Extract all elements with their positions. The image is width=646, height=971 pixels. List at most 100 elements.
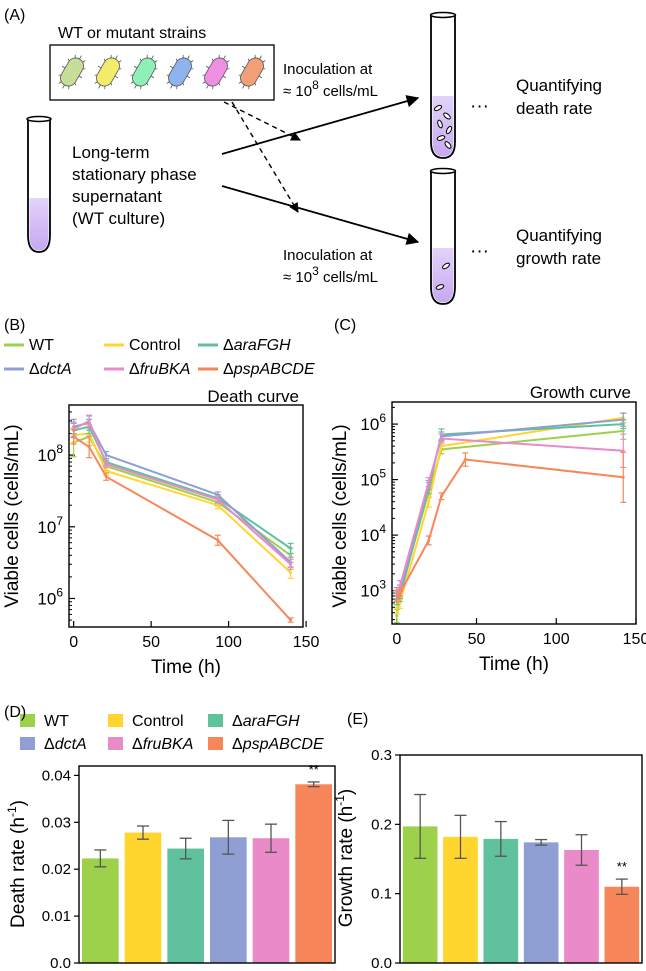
series-delta-frubka: [393, 433, 627, 603]
data-point: [439, 444, 443, 448]
y-tick-label: 0.04: [42, 767, 71, 784]
data-point: [104, 469, 108, 473]
svg-text:Inoculation at: Inoculation at: [283, 247, 373, 264]
y-axis-label: Death rate (h-1): [5, 800, 29, 928]
series-wt: [393, 422, 627, 624]
significance-marker: **: [309, 762, 319, 777]
y-axis-label: Viable cells (cells/mL): [330, 424, 351, 607]
svg-text:Long-term: Long-term: [72, 143, 149, 162]
data-point: [87, 445, 91, 449]
data-point: [398, 584, 402, 588]
data-point: [104, 475, 108, 479]
data-point: [427, 480, 431, 484]
supernatant-text: Long-term stationary phase supernatant (…: [72, 143, 197, 228]
data-point: [395, 594, 399, 598]
chart--c-: (C) 103 104 105 106 0 50 100 150 Growth curve Time…: [330, 317, 646, 675]
x-axis-label: Time (h): [151, 657, 221, 678]
strain-cell-2: [94, 54, 122, 90]
x-tick-label: 50: [142, 634, 160, 651]
panel-a: (A) WT or mutant strains Long-term stati…: [4, 7, 602, 305]
plot-frame: [78, 765, 336, 964]
error-bar-delta-dcta: [222, 819, 235, 855]
data-point: [216, 503, 220, 507]
series-line: [395, 416, 624, 608]
strain-cell-3: [130, 54, 158, 90]
legend-item-delta-pspabcde: ΔpspABCDE: [208, 736, 324, 753]
svg-text:ΔfruBKA: ΔfruBKA: [132, 736, 193, 753]
error-bar-wt: [414, 793, 427, 859]
svg-text:Control: Control: [132, 713, 184, 730]
data-point: [289, 546, 293, 550]
svg-text:≈ 108 cells/mL: ≈ 108 cells/mL: [283, 78, 378, 100]
data-point: [216, 538, 220, 542]
dashed-arrow-growth: [231, 101, 299, 213]
bar-delta-pspabcde: [604, 886, 640, 963]
series-line: [395, 437, 624, 597]
error-bar-control: [454, 814, 467, 859]
svg-text:stationary phase: stationary phase: [72, 165, 197, 184]
y-tick-label: 0.0: [50, 955, 71, 971]
bar-delta-frubka: [564, 849, 599, 963]
death-ellipsis: ···: [470, 96, 489, 117]
y-tick-label: 0.01: [42, 908, 71, 925]
data-point: [439, 436, 443, 440]
supernatant-tube: [26, 115, 52, 253]
data-point: [427, 500, 431, 504]
y-tick-label: 104: [360, 522, 386, 545]
error-bar-delta-frubka: [265, 823, 277, 853]
legend-item-delta-frubka: ΔfruBKA: [104, 361, 190, 378]
chart--e-: (E) ** 0.0 0.1 0.2 0.3 Growth rate (h-1): [333, 711, 643, 971]
data-point: [427, 538, 431, 542]
legend-item-delta-arafgh: ΔaraFGH: [208, 713, 300, 730]
data-point: [463, 458, 467, 462]
inoculation-low-label: Inoculation at ≈ 103 cells/mL: [283, 247, 378, 286]
svg-text:(WT culture): (WT culture): [72, 209, 165, 228]
strain-cells: [58, 54, 266, 90]
series-delta-pspabcde: [70, 429, 294, 623]
y-tick-label: 105: [360, 467, 386, 490]
x-tick-label: 100: [543, 631, 570, 648]
legend-item-delta-pspabcde: ΔpspABCDE: [198, 361, 315, 378]
data-point: [289, 618, 293, 622]
significance-marker: **: [617, 859, 627, 874]
error-bar-control: [137, 825, 149, 840]
bar-delta-arafgh: [483, 838, 519, 963]
error-bar-delta-pspabcde: [615, 878, 628, 896]
series-delta-arafgh: [393, 419, 627, 606]
series-control: [70, 424, 294, 579]
bar-delta-dcta: [209, 837, 247, 963]
arrow-to-growth-tube: [221, 185, 420, 245]
plot-frame: [391, 401, 637, 625]
strains-box-label: WT or mutant strains: [58, 25, 206, 42]
y-tick-label: 0.02: [42, 861, 71, 878]
y-tick-label: 0.2: [371, 816, 392, 833]
bar-control: [124, 832, 162, 963]
svg-text:WT: WT: [44, 713, 69, 730]
series-delta-frubka: [70, 414, 294, 570]
panel-label: (D): [4, 704, 26, 721]
y-tick-label: 0.0: [371, 955, 392, 971]
data-point: [398, 591, 402, 595]
y-tick-label: 103: [360, 578, 386, 601]
svg-text:supernatant: supernatant: [72, 187, 162, 206]
growth-ellipsis: ···: [470, 241, 489, 262]
data-point: [289, 571, 293, 575]
dashed-arrow-death: [223, 101, 301, 141]
data-point: [72, 435, 76, 439]
svg-text:ΔdctA: ΔdctA: [44, 736, 87, 753]
strain-cell-1: [58, 54, 86, 90]
y-tick-label: 106: [360, 411, 386, 434]
data-point: [104, 462, 108, 466]
legend-item-control: Control: [108, 713, 184, 730]
error-bar-wt: [94, 849, 107, 868]
growth-tube: [429, 167, 457, 305]
legend-item-delta-dcta: ΔdctA: [4, 361, 72, 378]
bar-delta-dcta: [523, 842, 559, 963]
svg-text:Inoculation at: Inoculation at: [283, 61, 373, 78]
data-point: [216, 498, 220, 502]
inoculation-high-label: Inoculation at ≈ 108 cells/mL: [283, 61, 378, 100]
plot-frame: [399, 754, 643, 964]
panel-label: (C): [334, 317, 356, 334]
legend-item-delta-dcta: ΔdctA: [20, 736, 87, 753]
panel-label: (B): [4, 317, 25, 334]
